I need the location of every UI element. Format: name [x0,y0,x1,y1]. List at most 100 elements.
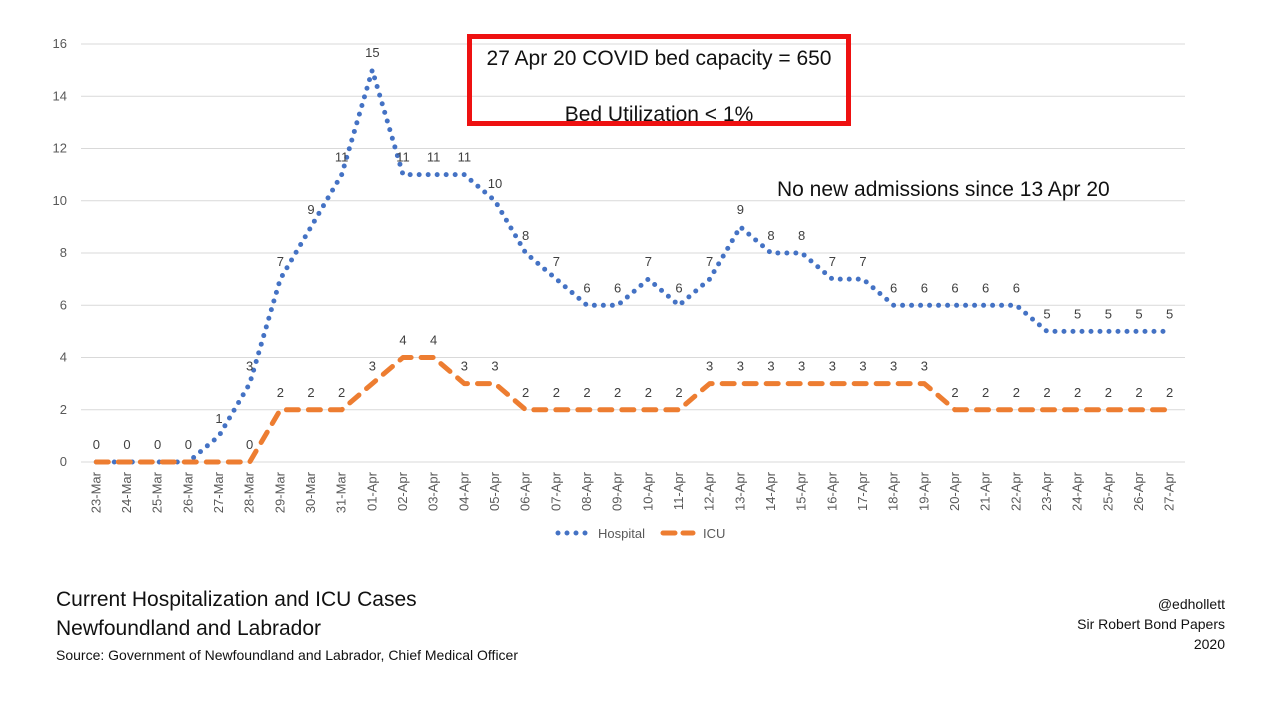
data-label-icu: 2 [522,385,529,400]
x-tick-label: 07-Apr [548,471,563,511]
caption-source: Source: Government of Newfoundland and L… [56,647,518,663]
data-label-icu: 2 [307,385,314,400]
x-tick-label: 12-Apr [702,471,717,511]
data-label-hospital: 6 [951,280,958,295]
x-tick-label: 27-Apr [1162,471,1177,511]
data-label-hospital: 8 [767,228,774,243]
gridlines [81,43,1185,463]
data-label-icu: 3 [369,359,376,374]
legend-label-hospital: Hospital [598,526,645,541]
data-label-hospital: 0 [154,437,161,452]
data-label-hospital: 7 [859,254,866,269]
data-label-hospital: 6 [890,280,897,295]
x-tick-label: 06-Apr [518,471,533,511]
x-tick-label: 04-Apr [456,471,471,511]
data-label-icu: 2 [614,385,621,400]
data-label-icu: 2 [553,385,560,400]
data-label-hospital: 5 [1043,306,1050,321]
caption-region: Newfoundland and Labrador [56,617,322,640]
data-labels: 0 0 0 0 1 3 7 9 11 15 11 11 11 10 8 7 6 6 7 6 7 9 8 8 7 7 6 6 6 6 6 5 5 5… [93,45,1174,452]
y-axis-ticks: 0 2 4 6 8 10 12 14 16 [53,36,67,469]
x-tick-label: 26-Apr [1131,471,1146,511]
data-label-icu: 2 [338,385,345,400]
series-line-icu [93,355,1173,465]
data-label-icu: 4 [430,333,437,348]
x-tick-label: 28-Mar [242,471,257,513]
data-label-hospital: 11 [427,150,441,165]
data-label-icu: 2 [277,385,284,400]
y-tick-label: 14 [53,88,67,103]
x-tick-label: 23-Apr [1039,471,1054,511]
x-tick-label: 13-Apr [732,471,747,511]
y-tick-label: 6 [60,297,67,312]
data-label-hospital: 7 [706,254,713,269]
x-tick-label: 01-Apr [364,471,379,511]
x-tick-label: 16-Apr [824,471,839,511]
data-label-hospital: 11 [335,150,349,165]
x-tick-label: 22-Apr [1008,471,1023,511]
data-label-hospital: 10 [488,176,502,191]
data-label-hospital: 6 [583,280,590,295]
caption: Current Hospitalization and ICU Cases Ne… [56,585,518,663]
data-label-icu: 3 [461,359,468,374]
admissions-note: No new admissions since 13 Apr 20 [777,178,1110,201]
callout-utilization-text: Bed Utilization < 1% [564,103,754,126]
x-tick-label: 08-Apr [579,471,594,511]
data-label-hospital: 7 [645,254,652,269]
x-tick-label: 25-Mar [150,471,165,513]
data-label-icu: 3 [798,359,805,374]
y-tick-label: 16 [53,36,67,51]
caption-title: Current Hospitalization and ICU Cases [56,588,417,611]
credits-year: 2020 [1193,636,1225,652]
x-tick-label: 24-Apr [1070,471,1085,511]
data-label-hospital: 9 [307,202,314,217]
data-label-hospital: 6 [1013,280,1020,295]
x-tick-label: 25-Apr [1100,471,1115,511]
data-label-hospital: 8 [798,228,805,243]
data-label-hospital: 15 [365,45,379,60]
data-label-icu: 2 [982,385,989,400]
x-axis-ticks: 23-Mar 24-Mar 25-Mar 26-Mar 27-Mar 28-Mar 29-M… [88,471,1176,513]
data-label-hospital: 0 [93,437,100,452]
callout-capacity-text: 27 Apr 20 COVID bed capacity = 650 [486,47,832,70]
data-label-icu: 3 [706,359,713,374]
data-label-icu: 3 [921,359,928,374]
data-label-hospital: 6 [982,280,989,295]
series-layer [93,61,1173,465]
credits-handle: @edhollett [1157,596,1225,612]
data-label-hospital: 5 [1166,306,1173,321]
data-label-hospital: 9 [737,202,744,217]
x-tick-label: 05-Apr [487,471,502,511]
data-label-icu: 2 [1135,385,1142,400]
y-tick-label: 2 [60,402,67,417]
x-tick-label: 24-Mar [119,471,134,513]
data-label-icu: 2 [1105,385,1112,400]
data-label-hospital: 6 [614,280,621,295]
data-label-hospital: 8 [522,228,529,243]
data-label-icu: 3 [491,359,498,374]
y-tick-label: 10 [53,193,67,208]
data-label-icu: 2 [645,385,652,400]
data-label-hospital: 5 [1074,306,1081,321]
data-label-icu: 4 [399,333,406,348]
data-label-hospital: 0 [123,437,130,452]
data-label-icu: 0 [246,437,253,452]
x-tick-label: 18-Apr [886,471,901,511]
x-tick-label: 03-Apr [426,471,441,511]
data-label-icu: 3 [890,359,897,374]
data-label-icu: 2 [1013,385,1020,400]
data-label-icu: 2 [583,385,590,400]
data-label-hospital: 5 [1105,306,1112,321]
data-label-icu: 2 [951,385,958,400]
data-label-icu: 3 [767,359,774,374]
x-tick-label: 09-Apr [610,471,625,511]
x-tick-label: 02-Apr [395,471,410,511]
data-label-icu: 3 [829,359,836,374]
capacity-callout-box: 27 Apr 20 COVID bed capacity = 650 Bed U… [467,34,851,126]
data-label-hospital: 11 [396,150,410,165]
data-label-hospital: 7 [277,254,284,269]
x-tick-label: 20-Apr [947,471,962,511]
credits-org: Sir Robert Bond Papers [1077,616,1225,632]
x-tick-label: 14-Apr [763,471,778,511]
